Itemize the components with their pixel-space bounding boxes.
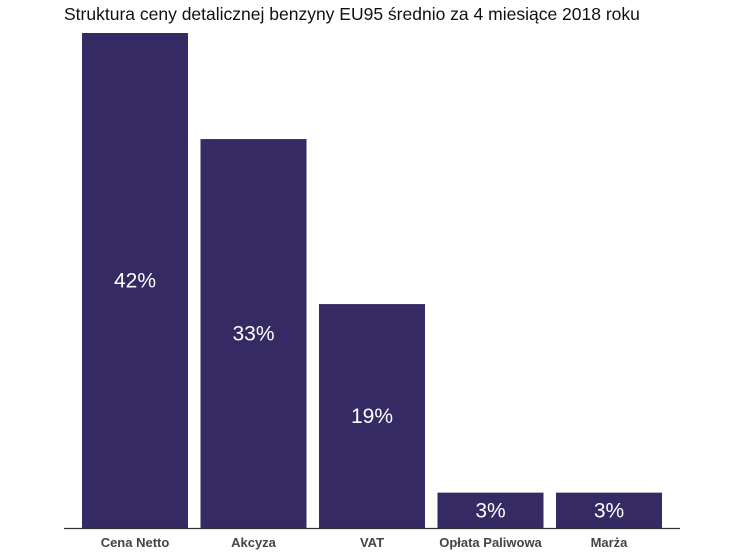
- bar-value-label-1: 33%: [232, 323, 274, 346]
- x-tick-label-3: Opłata Paliwowa: [439, 535, 542, 550]
- bar-1: [200, 139, 307, 529]
- bar-3: [437, 492, 544, 528]
- bar-4: [556, 492, 662, 528]
- x-tick-label-1: Akcyza: [231, 535, 277, 550]
- bar-labels-layer: 42% 33% 19% 3% 3%: [114, 270, 624, 523]
- bar-value-label-3: 3%: [475, 499, 505, 522]
- x-tick-labels: Cena Netto Akcyza VAT Opłata Paliwowa Marża: [101, 535, 629, 550]
- x-tick-label-2: VAT: [360, 535, 384, 550]
- x-tick-label-0: Cena Netto: [101, 535, 170, 550]
- chart-title: Struktura ceny detalicznej benzyny EU95 …: [64, 4, 640, 24]
- bar-value-label-2: 19%: [351, 405, 393, 428]
- bar-2: [319, 304, 425, 528]
- x-tick-label-4: Marża: [591, 535, 629, 550]
- bar-0: [82, 33, 188, 528]
- bar-value-label-0: 42%: [114, 270, 156, 293]
- bar-value-label-4: 3%: [594, 499, 624, 522]
- bars-layer: [82, 33, 662, 529]
